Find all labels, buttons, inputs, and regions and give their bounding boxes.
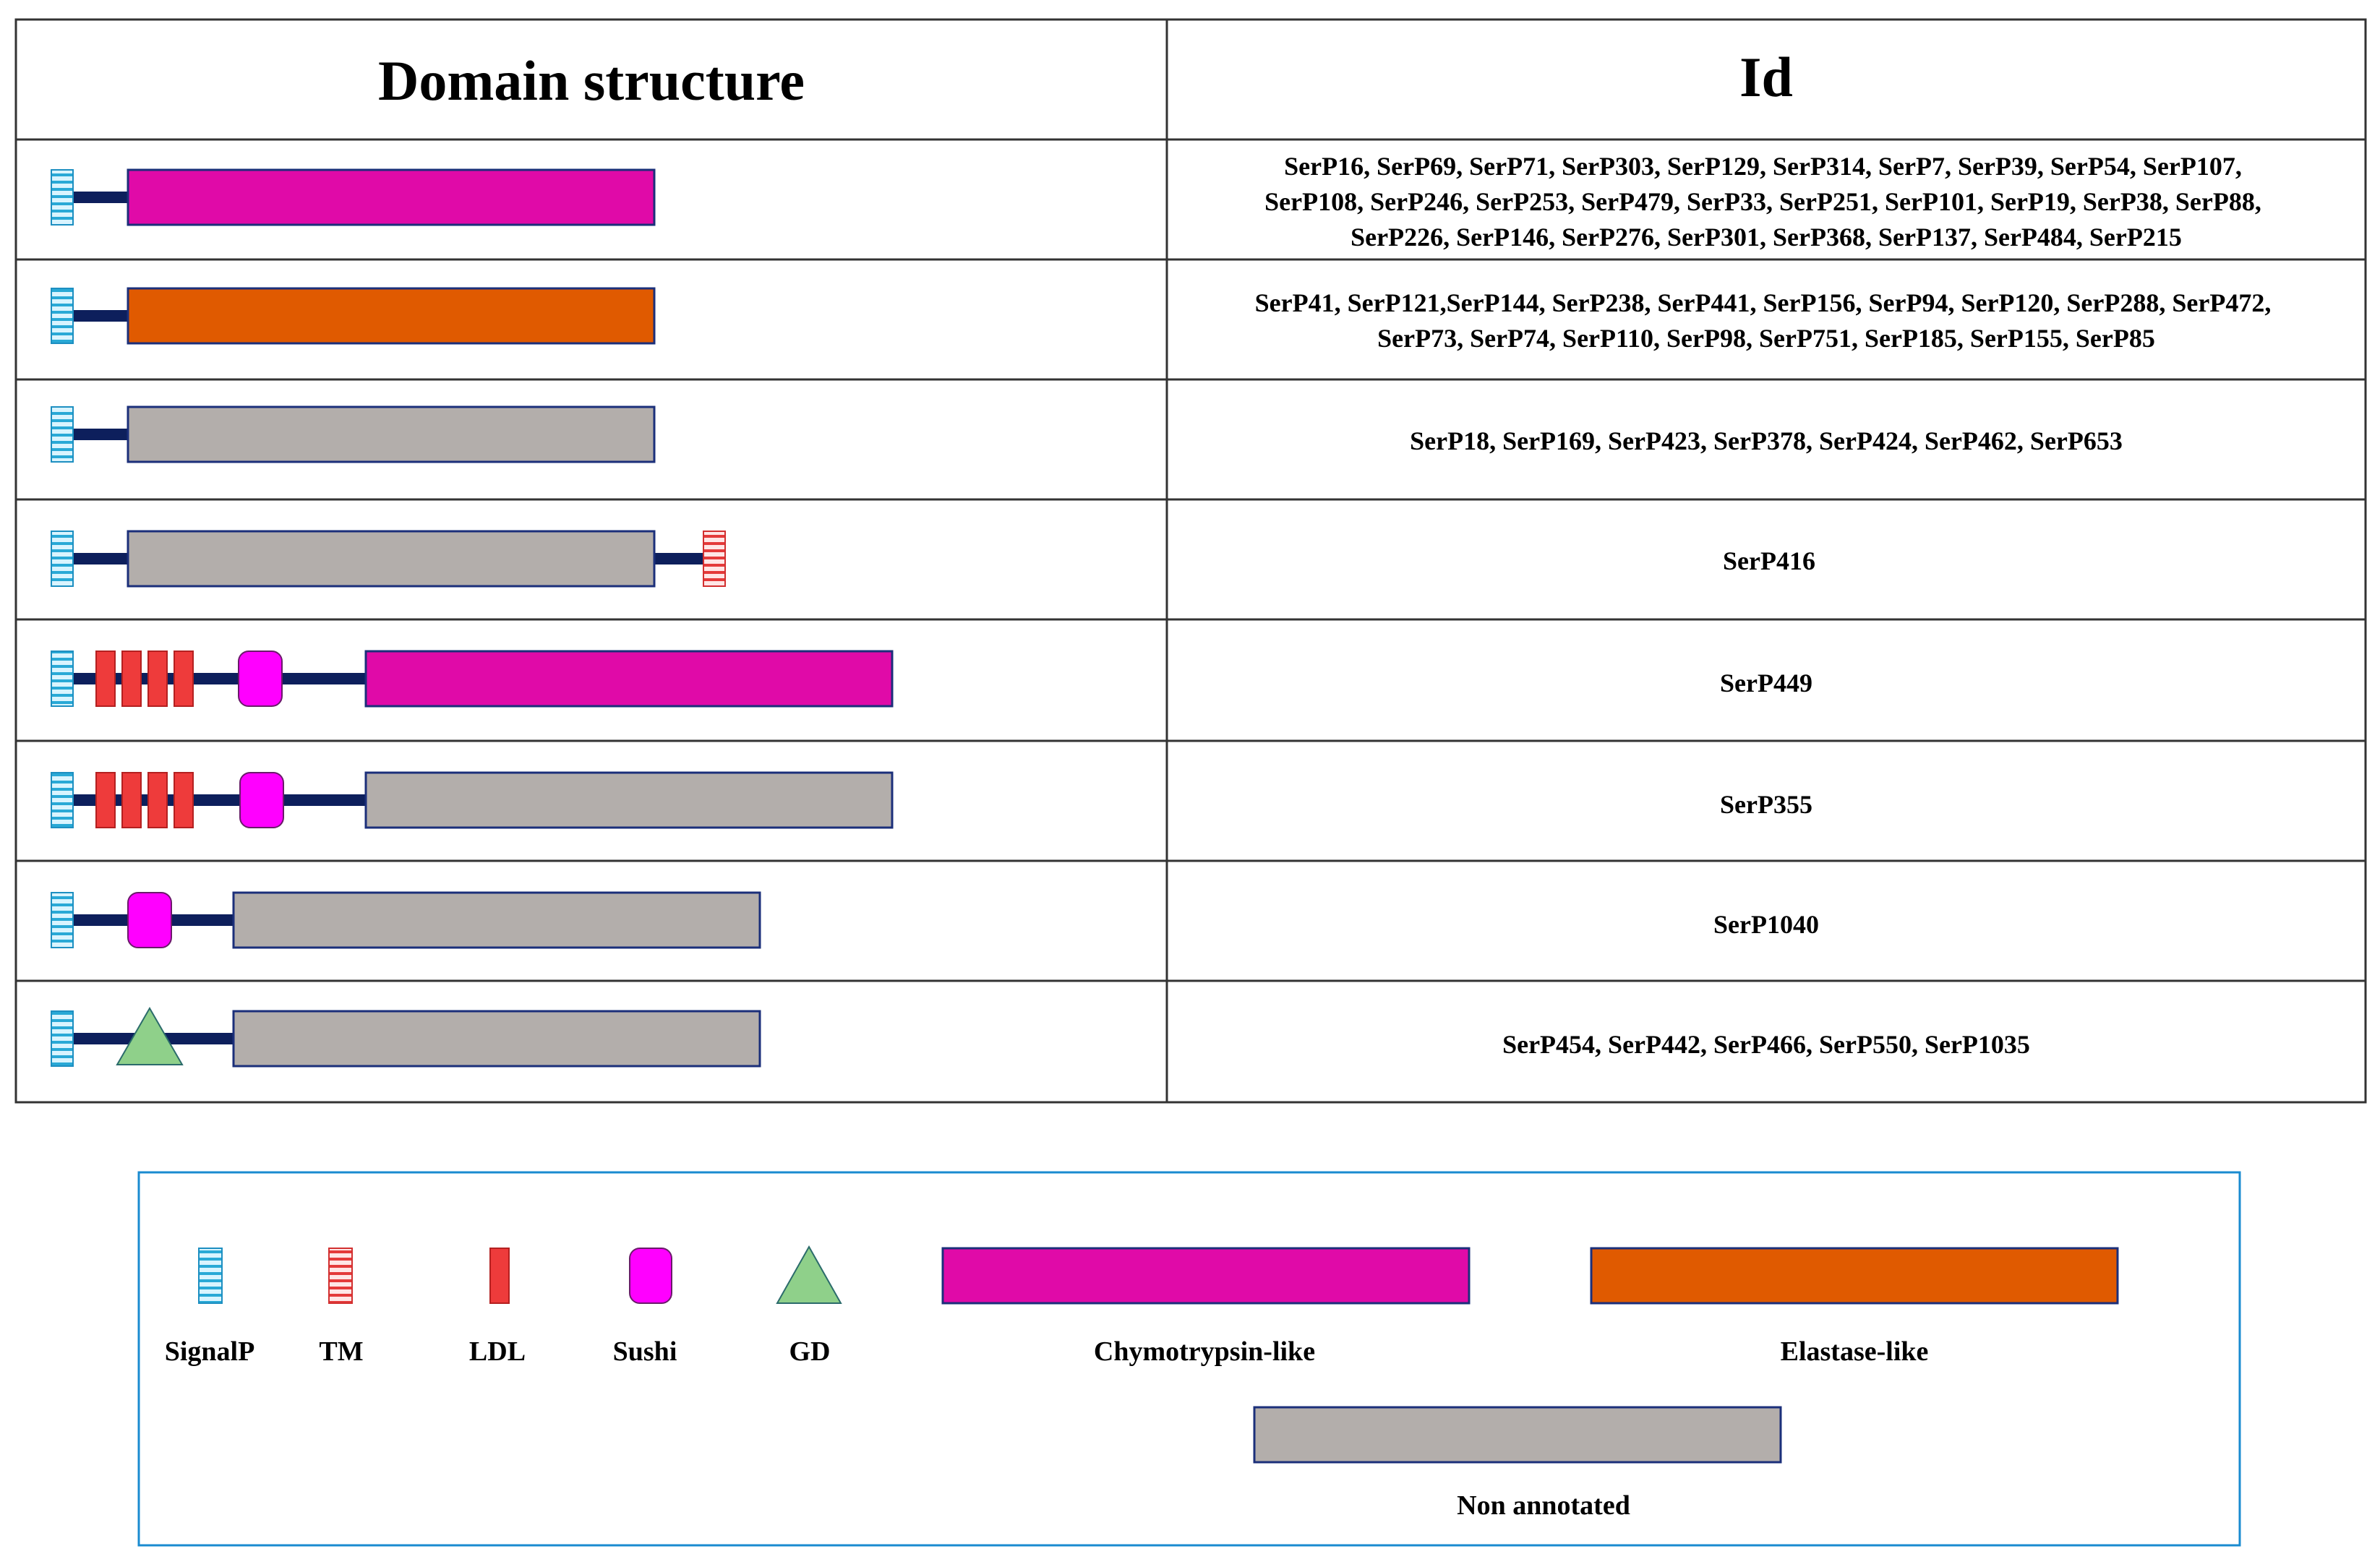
ldl-domain [95, 772, 116, 828]
backbone-line [72, 429, 130, 440]
signalp-domain [51, 772, 74, 828]
backbone-line [72, 794, 369, 806]
non-annotated-domain [232, 891, 761, 949]
header-id: Id [1739, 46, 1793, 108]
row-7-structure [51, 891, 761, 949]
legend-chymotrypsin-swatch [941, 1247, 1471, 1305]
chymotrypsin-domain [127, 168, 656, 226]
signalp-domain [51, 1010, 74, 1067]
legend-non-annotated-label: Non annotated [1457, 1490, 1630, 1521]
ldl-domain [147, 772, 168, 828]
signalp-domain [51, 406, 74, 463]
legend-elastase-swatch [1590, 1247, 2119, 1305]
row-4-ids: SerP416 [1723, 546, 1815, 575]
non-annotated-domain [364, 771, 894, 829]
ldl-domain [121, 651, 142, 707]
backbone-line [72, 192, 130, 203]
legend: SignalP TM LDL Sushi GD Chymotrypsin-lik… [137, 1171, 2241, 1547]
non-annotated-domain [127, 405, 656, 463]
sushi-domain [127, 892, 172, 948]
legend-signalp-swatch [198, 1248, 223, 1304]
ldl-domain [95, 651, 116, 707]
row-6-structure [51, 771, 894, 829]
legend-sushi-swatch [629, 1248, 672, 1304]
legend-ldl-label: LDL [469, 1336, 526, 1367]
signalp-domain [51, 169, 74, 226]
ldl-domain [174, 651, 194, 707]
legend-tm-label: TM [319, 1336, 363, 1367]
row-1-ids: SerP16, SerP69, SerP71, SerP303, SerP129… [1264, 152, 2268, 252]
signalp-domain [51, 892, 74, 948]
row-3-ids: SerP18, SerP169, SerP423, SerP378, SerP4… [1410, 426, 2123, 455]
signalp-domain [51, 651, 74, 707]
chymotrypsin-domain [364, 650, 894, 708]
row-2-structure [51, 287, 656, 345]
backbone-line [653, 553, 705, 564]
signalp-domain [51, 288, 74, 344]
backbone-line [72, 310, 130, 322]
ldl-domain [147, 651, 168, 707]
legend-tm-swatch [328, 1248, 353, 1304]
legend-non-annotated-swatch [1253, 1406, 1782, 1464]
ldl-domain [174, 772, 194, 828]
row-5-structure [51, 650, 894, 708]
row-7-ids: SerP1040 [1713, 910, 1819, 939]
table-grid [14, 18, 2367, 1104]
tm-domain [703, 531, 726, 587]
backbone-line [72, 673, 369, 684]
row-8-structure [51, 1006, 761, 1068]
elastase-domain [127, 287, 656, 345]
legend-signalp-label: SignalP [165, 1336, 255, 1367]
row-8-ids: SerP454, SerP442, SerP466, SerP550, SerP… [1502, 1030, 2030, 1059]
row-4-structure [51, 530, 726, 588]
row-3-structure [51, 405, 656, 463]
non-annotated-domain [127, 530, 656, 588]
ldl-domain [121, 772, 142, 828]
row-5-ids: SerP449 [1720, 669, 1812, 697]
legend-gd-label: GD [789, 1336, 831, 1367]
row-6-ids: SerP355 [1720, 790, 1812, 819]
legend-chymotrypsin-label: Chymotrypsin-like [1094, 1336, 1315, 1367]
header-domain-structure: Domain structure [378, 49, 805, 112]
row-2-ids: SerP41, SerP121,SerP144, SerP238, SerP44… [1255, 288, 2278, 353]
legend-frame [137, 1171, 2241, 1547]
non-annotated-domain [232, 1010, 761, 1068]
legend-sushi-label: Sushi [613, 1336, 677, 1367]
signalp-domain [51, 531, 74, 587]
row-1-structure [51, 168, 656, 226]
legend-elastase-label: Elastase-like [1781, 1336, 1929, 1367]
gd-domain [116, 1006, 184, 1065]
legend-gd-swatch [776, 1245, 842, 1304]
legend-ldl-swatch [489, 1248, 510, 1304]
backbone-line [72, 553, 130, 564]
sushi-domain [239, 772, 284, 828]
sushi-domain [238, 651, 283, 707]
